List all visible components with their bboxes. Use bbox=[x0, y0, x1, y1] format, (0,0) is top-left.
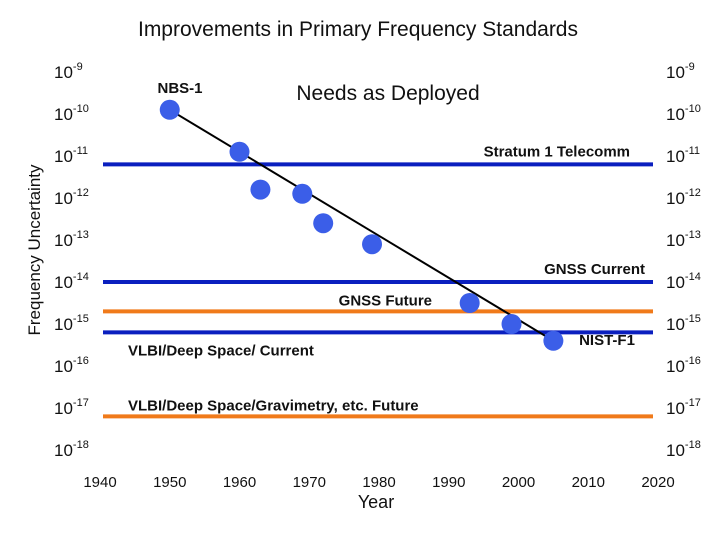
y-tick-label-left: 10-15 bbox=[54, 313, 89, 334]
data-point bbox=[159, 99, 180, 120]
data-point bbox=[543, 330, 564, 351]
x-tick-label: 2010 bbox=[572, 474, 605, 491]
y-tick-label-right: 10-10 bbox=[666, 103, 701, 124]
x-tick-label: 1970 bbox=[293, 474, 326, 491]
data-point bbox=[501, 314, 522, 334]
y-tick-label-right: 10-13 bbox=[666, 229, 701, 250]
y-tick-label-left: 10-10 bbox=[54, 103, 89, 124]
reference-line-label: VLBI/Deep Space/Gravimetry, etc. Future bbox=[128, 397, 419, 414]
data-point bbox=[362, 234, 383, 255]
data-point bbox=[292, 183, 313, 204]
y-tick-label-left: 10-9 bbox=[54, 61, 83, 82]
y-tick-label-left: 10-16 bbox=[54, 355, 89, 376]
chart-title: Improvements in Primary Frequency Standa… bbox=[138, 18, 578, 41]
y-tick-label-right: 10-18 bbox=[666, 439, 701, 460]
x-tick-label: 2020 bbox=[641, 474, 674, 491]
nistf1-label: NIST-F1 bbox=[579, 332, 635, 349]
data-point bbox=[229, 141, 250, 162]
x-tick-label: 1950 bbox=[153, 474, 186, 491]
y-tick-label-left: 10-11 bbox=[54, 145, 88, 166]
y-tick-label-right: 10-14 bbox=[666, 271, 701, 292]
y-tick-label-left: 10-17 bbox=[54, 397, 89, 418]
reference-line-label: GNSS Future bbox=[339, 292, 432, 309]
reference-line-label: GNSS Current bbox=[544, 261, 645, 278]
data-point bbox=[313, 213, 334, 234]
needs-title: Needs as Deployed bbox=[296, 82, 479, 105]
y-tick-label-left: 10-14 bbox=[54, 271, 89, 292]
x-tick-label: 1960 bbox=[223, 474, 256, 491]
y-tick-label-left: 10-13 bbox=[54, 229, 89, 250]
y-tick-label-right: 10-15 bbox=[666, 313, 701, 334]
reference-line-label: Stratum 1 Telecomm bbox=[484, 143, 630, 160]
y-axis-label: Frequency Uncertainty bbox=[25, 164, 44, 336]
nbs1-label: NBS-1 bbox=[157, 80, 202, 97]
data-point bbox=[250, 179, 271, 200]
reference-line-label: VLBI/Deep Space/ Current bbox=[128, 342, 314, 359]
x-tick-label: 1980 bbox=[362, 474, 395, 491]
x-tick-label: 1990 bbox=[432, 474, 465, 491]
y-tick-label-right: 10-12 bbox=[666, 187, 701, 208]
x-tick-label: 1940 bbox=[83, 474, 116, 491]
y-tick-label-right: 10-17 bbox=[666, 397, 701, 418]
y-tick-label-right: 10-16 bbox=[666, 355, 701, 376]
data-point bbox=[459, 293, 480, 313]
x-tick-label: 2000 bbox=[502, 474, 535, 491]
y-tick-label-left: 10-12 bbox=[54, 187, 89, 208]
y-tick-label-left: 10-18 bbox=[54, 439, 89, 460]
y-tick-label-right: 10-11 bbox=[666, 145, 700, 166]
x-axis-label: Year bbox=[358, 492, 394, 512]
y-tick-label-right: 10-9 bbox=[666, 61, 695, 82]
